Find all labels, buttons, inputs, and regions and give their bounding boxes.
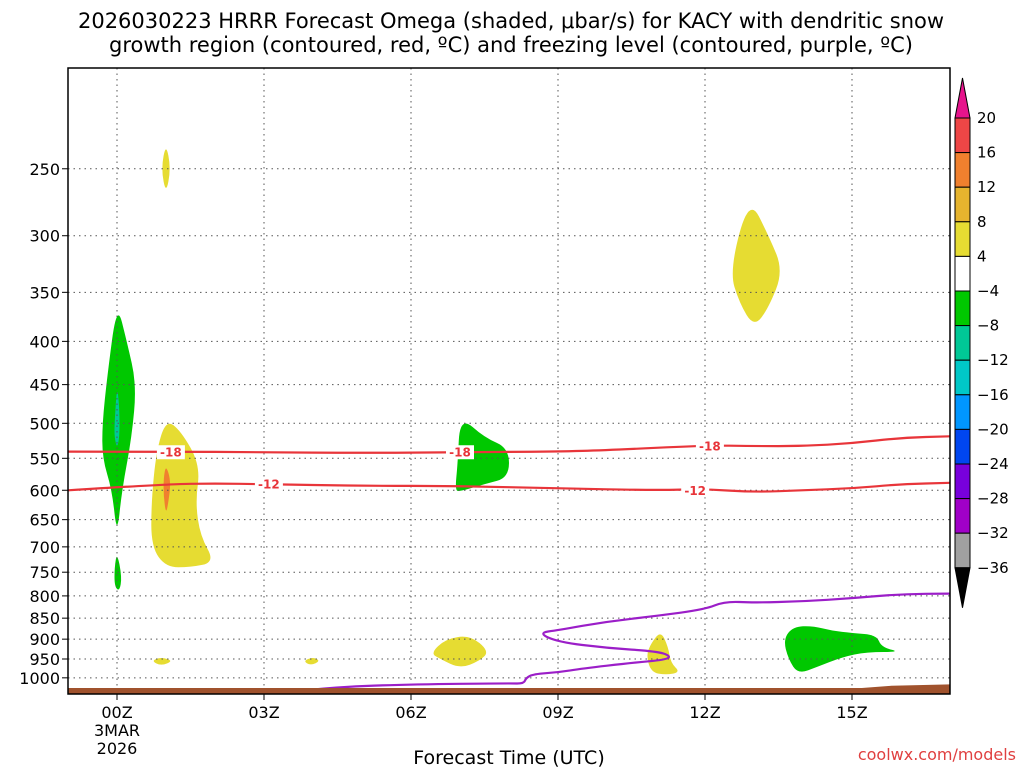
omega-region-1 — [114, 391, 120, 446]
colorbar-tick-label: −32 — [977, 524, 1009, 542]
omega-region-5 — [163, 468, 171, 511]
colorbar-tick-label: −24 — [977, 455, 1009, 473]
colorbar-tick-label: −4 — [977, 282, 999, 300]
colorbar-swatch-2 — [954, 186, 971, 223]
contour-label-bg — [681, 483, 710, 498]
contour-label--12: -12 — [684, 484, 706, 498]
contour--18 — [68, 435, 950, 454]
omega-region-8 — [455, 423, 509, 491]
x-tick-label: 03Z — [248, 703, 279, 722]
colorbar-swatch-12 — [954, 532, 971, 569]
colorbar-tick-label: −8 — [977, 317, 999, 335]
y-tick-label: 500 — [29, 414, 60, 433]
contour-label-bg — [446, 445, 474, 460]
ground-surface — [68, 684, 950, 694]
colorbar-tick-label: −12 — [977, 351, 1009, 369]
x-tick-sublabel: 2026 — [97, 739, 138, 758]
x-tick-label: 00Z — [101, 703, 132, 722]
contour-label--18: -18 — [160, 446, 182, 460]
x-tick-label: 15Z — [836, 703, 867, 722]
y-tick-label: 600 — [29, 481, 60, 500]
chart-title-line2: growth region (contoured, red, ºC) and f… — [109, 33, 913, 57]
colorbar-swatch-9 — [954, 428, 971, 465]
y-tick-label: 650 — [29, 511, 60, 530]
contour-label-bg — [254, 477, 283, 492]
omega-region-4 — [151, 423, 211, 568]
y-tick-label: 550 — [29, 449, 60, 468]
omega-region-7 — [305, 658, 319, 665]
omega-shading-layer — [102, 149, 895, 675]
colorbar-tick-label: −16 — [977, 386, 1009, 404]
colorbar-swatch-6 — [954, 325, 971, 361]
grid-layer — [68, 68, 950, 694]
colorbar-legend: 20 16 12 8 4 −4 −8 −12 −16 −20 −24 −28 −32 −36 — [954, 77, 1009, 608]
chart-title-line1: 2026030223 HRRR Forecast Omega (shaded, … — [78, 9, 944, 33]
omega-region-9 — [433, 636, 487, 667]
y-tick-label: 800 — [29, 587, 60, 606]
omega-region-11 — [732, 209, 780, 322]
y-axis: 250 300 350 400 450 500 550 600 650 700 750 800 850 9… — [19, 160, 68, 688]
y-tick-label: 250 — [29, 160, 60, 179]
contour-freezing-level — [303, 592, 950, 692]
omega-region-12 — [785, 626, 895, 672]
colorbar-swatch-5 — [954, 290, 971, 327]
colorbar-tick-label: −20 — [977, 420, 1009, 438]
colorbar-swatch-3 — [954, 221, 971, 257]
colorbar-swatch-7 — [954, 359, 971, 396]
y-tick-label: 850 — [29, 609, 60, 628]
y-tick-label: 300 — [29, 227, 60, 246]
contour-label--18: -18 — [699, 440, 721, 454]
x-axis-label: Forecast Time (UTC) — [413, 747, 604, 768]
y-tick-label: 700 — [29, 538, 60, 557]
contour-label--18: -18 — [449, 446, 471, 460]
y-tick-label: 900 — [29, 630, 60, 649]
colorbar-tick-label: 8 — [977, 213, 987, 231]
colorbar-tick-label: 4 — [977, 247, 987, 265]
colorbar-swatch-8 — [954, 394, 971, 430]
plot-frame — [67, 67, 951, 695]
colorbar-tick-label: −28 — [977, 490, 1009, 508]
colorbar-swatch-10 — [954, 463, 971, 500]
y-tick-label: 750 — [29, 563, 60, 582]
y-tick-label: 950 — [29, 650, 60, 669]
y-tick-label: 350 — [29, 283, 60, 302]
colorbar-swatch-1 — [954, 152, 971, 188]
contour-label-bg — [695, 439, 724, 454]
colorbar-tick-label: 12 — [977, 178, 996, 196]
contour-layer: -18 -18 -18 -12 -12 — [68, 435, 950, 692]
surface-terrain — [68, 684, 950, 694]
y-tick-label: 1000 — [19, 669, 60, 688]
contour-label-bg — [156, 445, 185, 460]
contour--12 — [68, 481, 950, 493]
colorbar-swatch-0 — [954, 117, 971, 154]
x-tick-label: 09Z — [542, 703, 573, 722]
colorbar-swatch-11 — [954, 498, 971, 534]
x-tick-label: 06Z — [395, 703, 426, 722]
x-tick-sublabel: 3MAR — [94, 721, 140, 740]
omega-region-6 — [153, 658, 171, 665]
source-credit: coolwx.com/models — [858, 745, 1016, 764]
colorbar-tick-label: 20 — [977, 109, 996, 127]
colorbar-top-cap — [954, 77, 971, 119]
omega-region-3 — [162, 149, 170, 188]
x-tick-label: 12Z — [689, 703, 720, 722]
colorbar-tick-label: 16 — [977, 144, 996, 162]
y-tick-label: 400 — [29, 332, 60, 351]
colorbar-bottom-cap — [954, 567, 971, 608]
colorbar-swatch-4 — [954, 255, 971, 292]
colorbar-tick-label: −36 — [977, 559, 1009, 577]
y-tick-label: 450 — [29, 376, 60, 395]
contour-label--12: -12 — [258, 478, 280, 492]
omega-region-2 — [114, 556, 122, 590]
